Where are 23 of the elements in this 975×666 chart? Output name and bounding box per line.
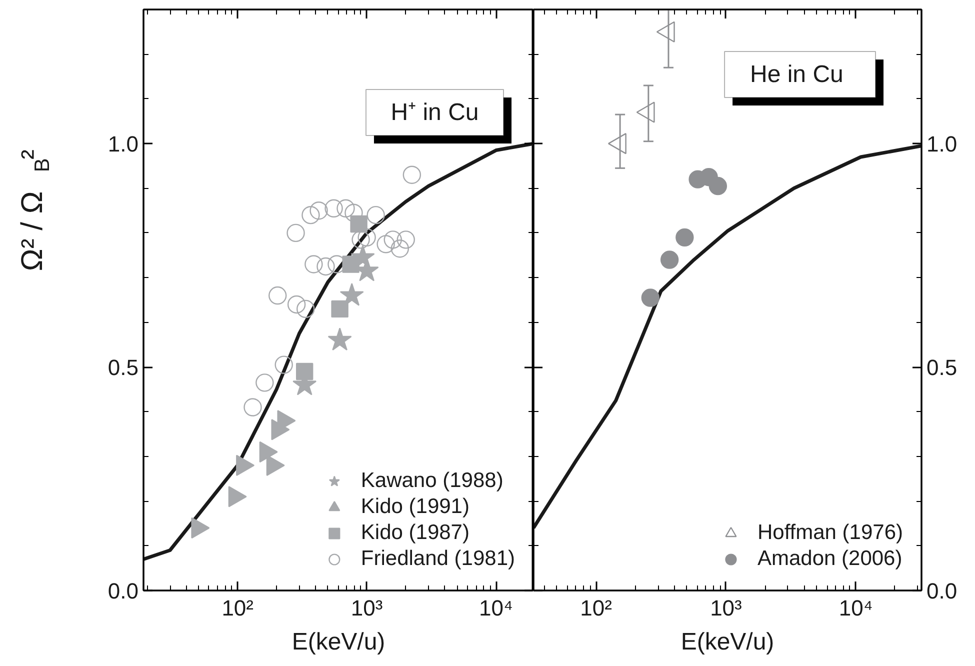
y-tick-label: 1.0 <box>926 132 958 157</box>
x-tick-label: 10³ <box>350 596 383 620</box>
legend-label: Hoffman (1976) <box>757 521 903 545</box>
y-tick-label: 1.0 <box>108 132 139 157</box>
y-axis-title: Ω² / ΩB² <box>16 149 54 272</box>
legend-label: Kido (1991) <box>360 495 470 519</box>
x-axis-title: E(keV/u) <box>680 628 774 656</box>
legend-label: Kido (1987) <box>360 521 470 545</box>
x-tick-label: 10² <box>222 596 254 620</box>
legend-label: Amadon (2006) <box>757 547 902 571</box>
x-tick-label: 10⁴ <box>479 596 513 620</box>
y-tick-label: 0.5 <box>108 355 139 380</box>
annotation: He in Cu <box>750 61 844 88</box>
x-axis-title: E(keV/u) <box>292 628 386 656</box>
x-tick-label: 10⁴ <box>838 596 873 620</box>
y-tick-label: 0.5 <box>926 355 958 380</box>
x-tick-label: 10² <box>580 596 612 620</box>
legend-label: Kawano (1988) <box>360 469 504 493</box>
annotation: H⁺ in Cu <box>390 99 479 126</box>
x-tick-label: 10³ <box>710 596 742 620</box>
y-tick-label: 0.0 <box>926 578 958 604</box>
y-tick-label: 0.0 <box>108 578 139 604</box>
legend-label: Friedland (1981) <box>360 547 515 571</box>
